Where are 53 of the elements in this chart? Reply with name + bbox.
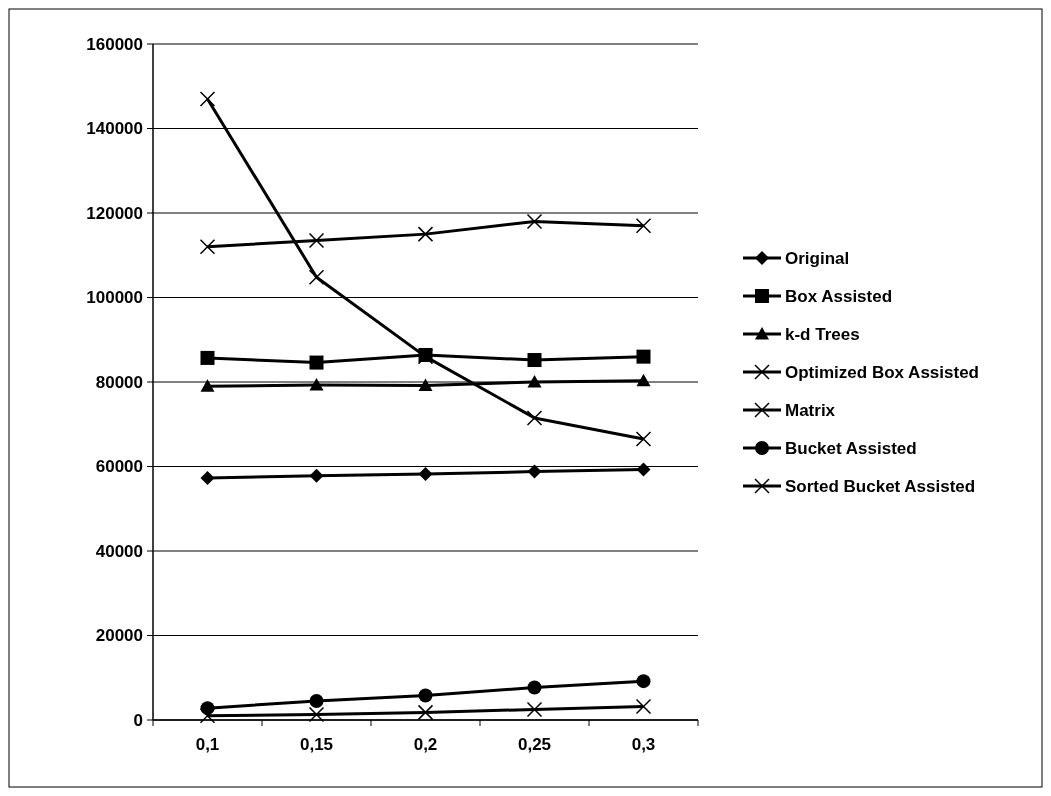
point <box>199 239 216 255</box>
legend-label: Sorted Bucket Assisted <box>785 476 976 496</box>
point <box>526 213 543 230</box>
legend-label: Box Assisted <box>785 286 893 306</box>
point <box>309 377 324 391</box>
y-tick-label: 140000 <box>86 119 143 139</box>
point <box>526 701 543 718</box>
x-tick-label: 0,25 <box>517 735 552 754</box>
y-tick-label: 40000 <box>95 541 143 561</box>
y-tick-label: 160000 <box>86 34 143 54</box>
point <box>309 693 324 708</box>
y-tick-label: 60000 <box>95 457 143 477</box>
point <box>308 706 325 723</box>
point <box>527 375 542 388</box>
legend-label: Bucket Assisted <box>785 438 917 458</box>
point <box>417 226 434 242</box>
point <box>635 698 652 715</box>
legend-label: k-d Trees <box>785 324 860 344</box>
point <box>527 464 542 479</box>
point <box>526 410 543 426</box>
y-tick-label: 20000 <box>95 626 143 646</box>
y-tick-label: 0 <box>133 710 143 730</box>
x-tick-label: 0,15 <box>299 735 334 754</box>
point <box>635 217 652 234</box>
point <box>309 355 324 370</box>
point <box>635 431 652 447</box>
point <box>527 680 542 695</box>
point <box>200 379 215 392</box>
point <box>199 91 216 107</box>
point <box>636 373 651 387</box>
y-tick-label: 80000 <box>95 372 143 392</box>
point <box>199 708 216 724</box>
point <box>200 350 215 365</box>
point <box>418 378 433 391</box>
point <box>636 462 651 477</box>
point <box>200 470 215 485</box>
legend-label: Matrix <box>785 400 836 420</box>
point <box>418 688 433 703</box>
legend-label: Optimized Box Assisted <box>785 362 979 382</box>
x-tick-label: 0,1 <box>195 735 220 754</box>
x-tick-label: 0,2 <box>413 735 438 754</box>
x-tick-label: 0,3 <box>631 735 656 754</box>
point <box>636 349 651 364</box>
point <box>418 467 433 482</box>
point <box>308 232 325 249</box>
point <box>636 674 651 689</box>
point <box>309 468 324 483</box>
point <box>527 353 542 368</box>
y-tick-label: 120000 <box>86 203 143 223</box>
y-tick-label: 100000 <box>86 288 143 308</box>
point <box>308 269 325 285</box>
point <box>417 704 434 721</box>
legend-label: Original <box>785 248 850 268</box>
